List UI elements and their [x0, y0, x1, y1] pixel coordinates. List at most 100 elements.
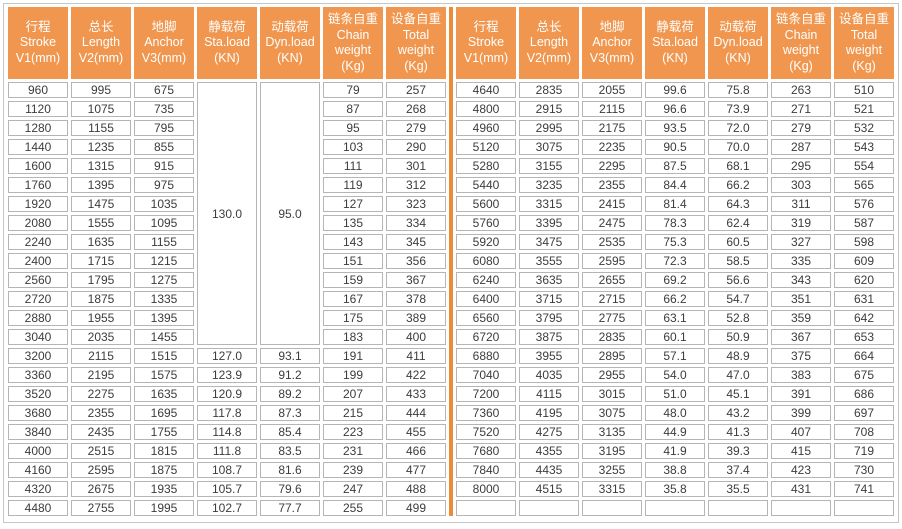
cell-chain-weight: 167: [323, 291, 383, 307]
cell-chain-weight: 191: [323, 348, 383, 364]
header-label-line: Length: [529, 35, 569, 50]
cell-total-weight: 433: [386, 386, 446, 402]
cell-total-weight: 466: [386, 443, 446, 459]
cell-chain-weight: 159: [323, 272, 383, 288]
cell-stroke: 5920: [456, 234, 516, 250]
left-table-row: 1760 1395 975 119 312: [8, 177, 446, 193]
cell-length: 2995: [519, 120, 579, 136]
cell-stroke: 7040: [456, 367, 516, 383]
cell-total-weight: 576: [834, 196, 894, 212]
cell-static-load: 108.7: [197, 462, 257, 478]
cell-anchor: 1155: [134, 234, 194, 250]
cell-anchor: 2835: [582, 329, 642, 345]
cell-total-weight: 697: [834, 405, 894, 421]
cell-anchor: 2295: [582, 158, 642, 174]
cell-chain-weight: 183: [323, 329, 383, 345]
cell-chain-weight: 407: [771, 424, 831, 440]
cell-anchor: 3315: [582, 481, 642, 497]
cell-chain-weight: 383: [771, 367, 831, 383]
cell-length: 2195: [71, 367, 131, 383]
right-table-row: 5120 3075 2235 90.5 70.0 287 543: [456, 139, 894, 155]
cell-total-weight: 499: [386, 500, 446, 516]
cell-total-weight: 345: [386, 234, 446, 250]
cell-anchor: 855: [134, 139, 194, 155]
cell-chain-weight: 343: [771, 272, 831, 288]
cell-static-load: 75.3: [645, 234, 705, 250]
cell-static-load: 54.0: [645, 367, 705, 383]
cell-total-weight: 631: [834, 291, 894, 307]
left-table-row: 1440 1235 855 103 290: [8, 139, 446, 155]
header-cell-length: 总长 Length V2(mm): [519, 7, 579, 79]
cell-total-weight: 422: [386, 367, 446, 383]
cell-dynamic-load: 47.0: [708, 367, 768, 383]
header-label-line: Length: [81, 35, 121, 50]
cell-stroke: 7840: [456, 462, 516, 478]
cell-anchor: 2655: [582, 272, 642, 288]
left-table-row: 2560 1795 1275 159 367: [8, 272, 446, 288]
header-cell-anchor: 地脚 Anchor V3(mm): [582, 7, 642, 79]
cell-static-load: 127.0: [197, 348, 257, 364]
cell-dynamic-load: [708, 500, 768, 516]
cell-stroke: 2080: [8, 215, 68, 231]
cell-length: 4035: [519, 367, 579, 383]
cell-chain-weight: 239: [323, 462, 383, 478]
cell-length: 3955: [519, 348, 579, 364]
cell-chain-weight: 111: [323, 158, 383, 174]
cell-chain-weight: 263: [771, 82, 831, 98]
cell-stroke: 4480: [8, 500, 68, 516]
cell-total-weight: 532: [834, 120, 894, 136]
header-label-line: Dyn.load: [265, 35, 315, 50]
cell-static-load: 51.0: [645, 386, 705, 402]
cell-anchor: 1935: [134, 481, 194, 497]
header-label-line: weight: [397, 43, 435, 57]
cell-total-weight: 609: [834, 253, 894, 269]
cell-anchor: 2115: [582, 101, 642, 117]
cell-anchor: 3075: [582, 405, 642, 421]
cell-dynamic-load: 70.0: [708, 139, 768, 155]
cell-stroke: 4000: [8, 443, 68, 459]
cell-static-load: 120.9: [197, 386, 257, 402]
left-table-row: 1280 1155 795 95 279: [8, 120, 446, 136]
header-label-line: V1(mm): [15, 50, 61, 65]
cell-dynamic-load: 41.3: [708, 424, 768, 440]
header-label-line: 动载荷: [271, 19, 309, 34]
left-table-row: 4160 2595 1875 108.7 81.6 239 477: [8, 462, 446, 478]
cell-static-load: 38.8: [645, 462, 705, 478]
cell-static-load: 41.9: [645, 443, 705, 459]
cell-chain-weight: 223: [323, 424, 383, 440]
cell-stroke: 6720: [456, 329, 516, 345]
cell-stroke: 960: [8, 82, 68, 98]
cell-length: 2755: [71, 500, 131, 516]
right-table-row: 4960 2995 2175 93.5 72.0 279 532: [456, 120, 894, 136]
cell-dynamic-load: 54.7: [708, 291, 768, 307]
cell-chain-weight: 335: [771, 253, 831, 269]
header-label-line: 静载荷: [208, 19, 246, 34]
cell-stroke: 1280: [8, 120, 68, 136]
cell-anchor: 1035: [134, 196, 194, 212]
cell-static-load: 111.8: [197, 443, 257, 459]
cell-anchor: [582, 500, 642, 516]
cell-length: 1475: [71, 196, 131, 212]
cell-total-weight: 477: [386, 462, 446, 478]
header-label-line: 动载荷: [719, 19, 757, 34]
cell-total-weight: 730: [834, 462, 894, 478]
cell-chain-weight: 327: [771, 234, 831, 250]
cell-chain-weight: 287: [771, 139, 831, 155]
header-cell-anchor: 地脚 Anchor V3(mm): [134, 7, 194, 79]
cell-anchor: 1215: [134, 253, 194, 269]
cell-stroke: 3360: [8, 367, 68, 383]
cell-length: 2595: [71, 462, 131, 478]
cell-stroke: 5760: [456, 215, 516, 231]
header-label-line: Chain: [784, 27, 818, 42]
cell-static-load: 66.2: [645, 291, 705, 307]
right-table-row: 5600 3315 2415 81.4 64.3 311 576: [456, 196, 894, 212]
cell-dynamic-load: 75.8: [708, 82, 768, 98]
cell-dynamic-load: 73.9: [708, 101, 768, 117]
cell-chain-weight: 367: [771, 329, 831, 345]
left-header-row: 行程 Stroke V1(mm) 总长 Length V2(mm) 地脚 Anchor V3(m…: [8, 7, 446, 79]
cell-chain-weight: 303: [771, 177, 831, 193]
cell-anchor: 2595: [582, 253, 642, 269]
left-table-row: 4000 2515 1815 111.8 83.5 231 466: [8, 443, 446, 459]
cell-stroke: 3200: [8, 348, 68, 364]
header-label-line: Stroke: [19, 35, 57, 50]
